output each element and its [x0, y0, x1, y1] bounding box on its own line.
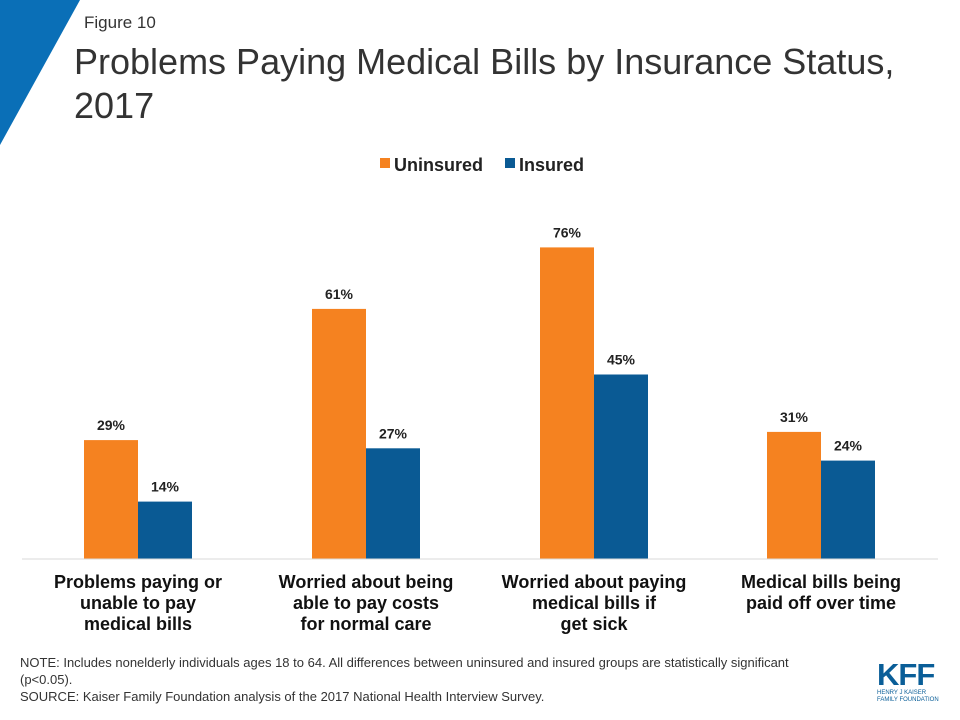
data-label-uninsured-3: 31% [780, 409, 809, 425]
logo-line1: HENRY J KAISER [877, 690, 927, 696]
bar-insured-3 [821, 460, 875, 559]
bar-insured-0 [138, 501, 192, 559]
note-text: NOTE: Includes nonelderly individuals ag… [20, 655, 789, 687]
data-label-insured-1: 27% [379, 425, 408, 441]
category-label-3: Medical bills being paid off over time [741, 572, 901, 613]
data-label-insured-3: 24% [834, 438, 863, 454]
bar-uninsured-3 [767, 431, 821, 559]
logo-line2: FAMILY FOUNDATION [877, 697, 939, 703]
category-label-0: Problems paying or unable to pay medical b… [54, 572, 222, 634]
data-label-uninsured-2: 76% [553, 224, 582, 240]
category-label-line: get sick [560, 614, 628, 634]
category-label-1: Worried about being able to pay costs for … [279, 572, 454, 634]
category-label-line: medical bills [84, 614, 192, 634]
chart-bars: 29% 14% 61% 27% 76% 45% 31% 24% [84, 224, 875, 559]
category-label-line: Problems paying or [54, 572, 222, 592]
data-label-insured-0: 14% [151, 479, 180, 495]
chart-title: Problems Paying Medical Bills by Insuran… [74, 41, 895, 126]
category-label-line: medical bills if [532, 593, 657, 613]
data-label-uninsured-0: 29% [97, 417, 126, 433]
x-axis: Problems paying or unable to pay medical b… [22, 558, 938, 634]
data-label-insured-2: 45% [607, 352, 636, 368]
category-label-line: able to pay costs [293, 593, 439, 613]
logo-mark: KFF [877, 657, 935, 692]
category-label-2: Worried about paying medical bills if get … [502, 572, 687, 634]
source-text: SOURCE: Kaiser Family Foundation analysi… [20, 689, 545, 704]
category-label-line: Worried about being [279, 572, 454, 592]
data-label-uninsured-1: 61% [325, 286, 354, 302]
legend-label-insured: Insured [519, 155, 584, 175]
footnote: NOTE: Includes nonelderly individuals ag… [20, 654, 840, 705]
chart-legend: Uninsured Insured [380, 155, 584, 175]
corner-triangle [0, 0, 80, 145]
category-label-line: paid off over time [746, 593, 896, 613]
bar-uninsured-2 [540, 247, 594, 559]
category-label-line: Medical bills being [741, 572, 901, 592]
legend-swatch-insured [505, 158, 515, 168]
legend-swatch-uninsured [380, 158, 390, 168]
figure-label: Figure 10 [84, 13, 156, 32]
bar-chart: Uninsured Insured 29% 14% 61% 27% 76% 45% 31% 24… [22, 155, 938, 634]
category-label-line: for normal care [300, 614, 431, 634]
bar-uninsured-1 [312, 308, 366, 559]
category-label-line: Worried about paying [502, 572, 687, 592]
kff-logo: KFF HENRY J KAISER FAMILY FOUNDATION [877, 657, 949, 704]
category-label-line: unable to pay [80, 593, 196, 613]
legend-label-uninsured: Uninsured [394, 155, 483, 175]
corner-decoration [0, 0, 80, 145]
bar-insured-1 [366, 448, 420, 559]
bar-insured-2 [594, 374, 648, 559]
bar-uninsured-0 [84, 440, 138, 559]
